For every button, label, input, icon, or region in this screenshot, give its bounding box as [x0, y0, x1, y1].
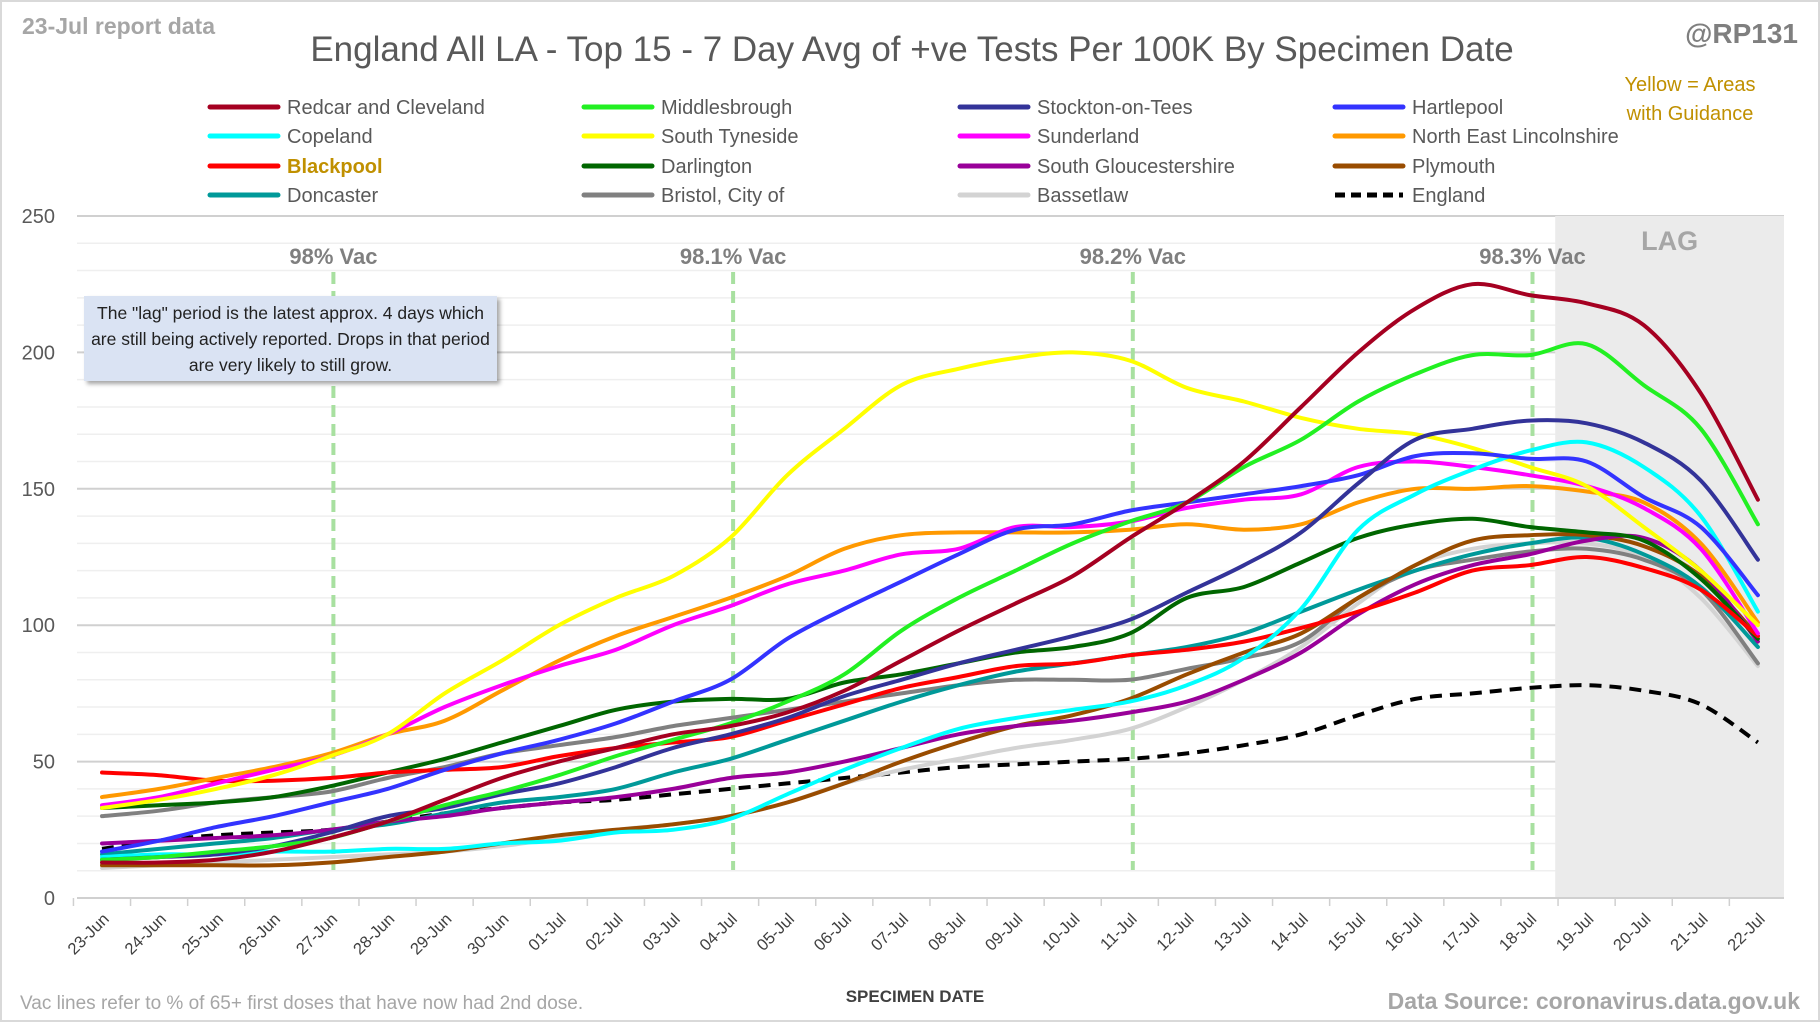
- legend-item: Copeland: [207, 126, 373, 148]
- x-tick-label: 12-Jul: [1153, 910, 1198, 955]
- x-tick-label: 11-Jul: [1097, 910, 1141, 954]
- x-tick-label: 01-Jul: [525, 910, 570, 955]
- x-tick-label: 26-Jun: [236, 910, 284, 958]
- legend-label: Sunderland: [1037, 126, 1139, 148]
- x-tick-label: 04-Jul: [696, 910, 741, 955]
- legend-label: Bassetlaw: [1037, 185, 1129, 207]
- x-tick-label: 25-Jun: [179, 910, 227, 958]
- series-line-doncaster: [100, 535, 1760, 857]
- report-label: 23-Jul report data: [22, 13, 215, 39]
- x-tick-label: 02-Jul: [582, 910, 627, 955]
- series-line-plymouth: [100, 532, 1760, 868]
- x-tick-label: 21-Jul: [1667, 910, 1712, 955]
- x-tick-label: 27-Jun: [293, 910, 341, 958]
- y-tick-label: 250: [22, 206, 55, 228]
- vac-marker-label: 98.2% Vac: [1080, 244, 1186, 269]
- legend-item: South Tyneside: [581, 126, 799, 148]
- legend: Redcar and Cleveland Middlesbrough Stockto…: [207, 97, 1619, 207]
- series-line-stockton-on-tees: [100, 418, 1760, 862]
- legend-item: Hartlepool: [1332, 97, 1503, 119]
- legend-item: Blackpool: [207, 156, 383, 178]
- vac-marker-label: 98.3% Vac: [1479, 244, 1585, 269]
- data-source: Data Source: coronavirus.data.gov.uk: [1388, 988, 1801, 1014]
- legend-label: Blackpool: [287, 156, 383, 178]
- legend-item: England: [1335, 185, 1485, 207]
- x-tick-label: 28-Jun: [350, 910, 398, 958]
- x-tick-label: 16-Jul: [1382, 910, 1427, 955]
- y-tick-label: 150: [22, 479, 55, 501]
- legend-label: North East Lincolnshire: [1412, 126, 1619, 148]
- y-tick-label: 200: [22, 342, 55, 364]
- chart-title: England All LA - Top 15 - 7 Day Avg of +…: [310, 30, 1513, 69]
- legend-label: England: [1412, 185, 1485, 207]
- x-tick-label: 05-Jul: [754, 910, 799, 955]
- series-line-hartlepool: [100, 451, 1760, 854]
- vac-marker-label: 98.1% Vac: [680, 244, 786, 269]
- y-tick-label: 100: [22, 615, 55, 637]
- legend-item: South Gloucestershire: [957, 156, 1235, 178]
- legend-item: Bristol, City of: [581, 185, 785, 207]
- legend-label: Doncaster: [287, 185, 378, 207]
- x-tick-label: 09-Jul: [982, 910, 1027, 955]
- gridlines: [77, 215, 1784, 899]
- legend-item: Plymouth: [1332, 156, 1495, 178]
- y-tick-label: 50: [33, 752, 55, 774]
- legend-label: South Tyneside: [661, 126, 799, 148]
- legend-label: Darlington: [661, 156, 752, 178]
- x-tick-label: 03-Jul: [639, 910, 684, 955]
- x-axis-title: SPECIMEN DATE: [846, 987, 985, 1006]
- legend-item: Darlington: [581, 156, 752, 178]
- series-line-south-tyneside: [100, 350, 1760, 810]
- legend-label: Redcar and Cleveland: [287, 97, 485, 119]
- legend-item: Middlesbrough: [581, 97, 792, 119]
- x-tick-label: 17-Jul: [1439, 910, 1484, 955]
- x-tick-label: 06-Jul: [811, 910, 856, 955]
- lag-label: LAG: [1641, 226, 1698, 256]
- legend-item: Bassetlaw: [957, 185, 1129, 207]
- series-line-blackpool: [100, 554, 1760, 784]
- guidance-line2: with Guidance: [1626, 103, 1754, 125]
- legend-item: North East Lincolnshire: [1332, 126, 1619, 148]
- x-tick-label: 13-Jul: [1210, 910, 1255, 955]
- x-tick-label: 14-Jul: [1267, 910, 1312, 955]
- x-tick-label: 18-Jul: [1496, 910, 1541, 955]
- lag-note: The "lag" period is the latest approx. 4…: [84, 296, 497, 381]
- x-tick-label: 20-Jul: [1610, 910, 1655, 955]
- x-tick-label: 15-Jul: [1325, 910, 1370, 955]
- legend-label: Plymouth: [1412, 156, 1495, 178]
- x-tick-label: 07-Jul: [868, 910, 913, 955]
- x-tick-label: 10-Jul: [1039, 910, 1084, 955]
- x-tick-label: 24-Jun: [122, 910, 170, 958]
- series-line-copeland: [100, 439, 1760, 860]
- legend-label: Middlesbrough: [661, 97, 792, 119]
- y-tick-label: 0: [44, 888, 55, 910]
- vac-footnote: Vac lines refer to % of 65+ first doses …: [20, 993, 583, 1014]
- handle: @RP131: [1685, 18, 1798, 49]
- legend-item: Redcar and Cleveland: [207, 97, 485, 119]
- vac-marker-label: 98% Vac: [289, 244, 377, 269]
- x-tick-label: 23-Jun: [64, 910, 112, 958]
- legend-label: Stockton-on-Tees: [1037, 97, 1193, 119]
- x-tick-label: 30-Jun: [464, 910, 512, 958]
- legend-item: Doncaster: [207, 185, 378, 207]
- x-tick-label: 29-Jun: [407, 910, 455, 958]
- x-tick-label: 22-Jul: [1724, 910, 1769, 955]
- legend-label: Hartlepool: [1412, 97, 1503, 119]
- legend-label: Bristol, City of: [661, 185, 785, 207]
- legend-label: South Gloucestershire: [1037, 156, 1235, 178]
- series-line-england: [101, 683, 1760, 851]
- x-tick-label: 19-Jul: [1553, 910, 1598, 955]
- legend-item: Sunderland: [957, 126, 1139, 148]
- series-line-redcar-and-cleveland: [100, 281, 1760, 865]
- guidance-line1: Yellow = Areas: [1624, 74, 1755, 96]
- legend-label: Copeland: [287, 126, 373, 148]
- x-tick-label: 08-Jul: [925, 910, 970, 955]
- series-line-bassetlaw: [100, 540, 1760, 870]
- series-lines: [100, 281, 1760, 870]
- legend-item: Stockton-on-Tees: [957, 97, 1193, 119]
